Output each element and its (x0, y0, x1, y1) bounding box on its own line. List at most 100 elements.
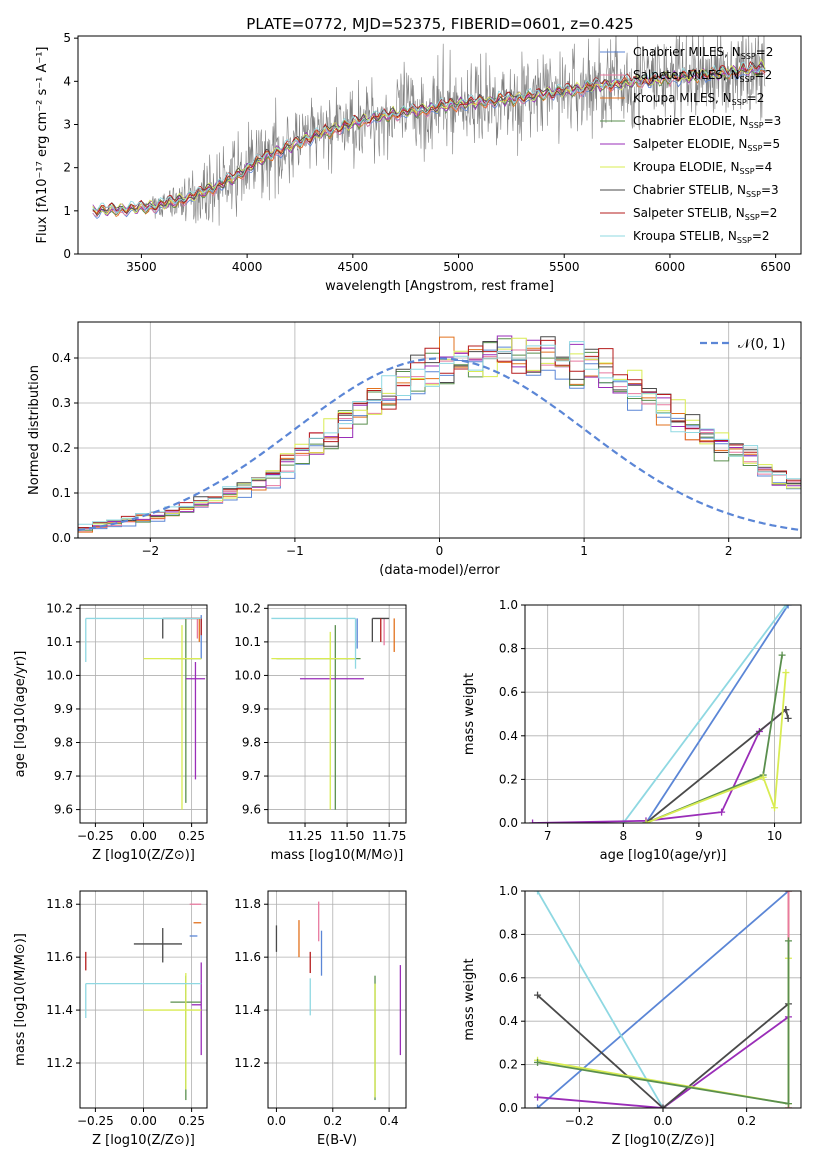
y-tick-label: 0.6 (499, 971, 518, 985)
y-axis-label: mass [log10(M/M⊙)] (13, 933, 28, 1066)
x-tick-label: 9 (695, 829, 703, 843)
x-tick-label: 0.0 (653, 1114, 672, 1128)
y-tick-label: 11.4 (234, 1003, 261, 1017)
model-line-salpeter-stelib (92, 60, 766, 215)
x-tick-label: 0.0 (267, 1114, 286, 1128)
legend-value: =4 (755, 160, 773, 174)
x-axis-label: Z [log10(Z/Z⊙)] (92, 848, 195, 863)
y-tick-label: 9.7 (54, 769, 73, 783)
x-tick-label: 11.50 (330, 829, 364, 843)
y-tick-label: 11.6 (234, 950, 261, 964)
model-line-kroupa-elodie (92, 58, 766, 215)
y-axis-label: mass weight (462, 958, 477, 1040)
weight-marker (784, 1100, 792, 1108)
weight-line-kroupa-stelib (536, 891, 664, 1108)
y-tick-label: 0.2 (499, 1058, 518, 1072)
x-axis-label: age [log10(age/yr)] (600, 848, 727, 863)
x-tick-label: 7 (544, 829, 552, 843)
weight-line-chabrier-miles (645, 605, 789, 823)
y-tick-label: 0.4 (499, 729, 518, 743)
weight-line-chabrier-stelib (645, 708, 789, 823)
weight-line-chabrier-stelib (536, 994, 790, 1108)
legend-subscript: SSP (749, 121, 764, 130)
weight-marker (642, 819, 650, 823)
plot-area (92, 36, 766, 226)
weight-marker (784, 714, 792, 722)
histogram-kroupa-elodie (78, 337, 801, 529)
model-line-kroupa-stelib (92, 61, 766, 214)
x-axis-label: wavelength [Angstrom, rest frame] (325, 279, 554, 294)
legend-value: =5 (762, 137, 780, 151)
y-tick-label: 9.9 (242, 702, 261, 716)
x-tick-label: −0.25 (77, 829, 114, 843)
legend-entry: Kroupa ELODIE, NSSP=4 (633, 160, 772, 176)
weight-line-chabrier-elodie (645, 654, 783, 823)
mass-vs-extinction-panel: 0.0 0.2 0.4 11.2 11.4 11.6 11.8 E(B-V) (234, 890, 407, 1148)
y-tick-label: 10.1 (46, 635, 73, 649)
x-tick-label: 10 (767, 829, 782, 843)
y-tick-label: 10.0 (46, 668, 73, 682)
y-tick-label: 0.2 (52, 441, 71, 455)
legend-entry: 𝒩(0, 1) (738, 337, 785, 352)
legend-value: =2 (756, 45, 774, 59)
weight-marker (784, 605, 792, 609)
plot-area (271, 617, 395, 810)
age-vs-mass-panel: 11.25 11.50 11.75 9.6 9.7 9.8 9.9 10.0 10.1 10.2 m… (234, 601, 407, 863)
mass-vs-metallicity-panel: −0.25 0.00 0.25 11.2 11.4 11.6 11.8 Z [log10(Z/… (13, 890, 208, 1148)
y-tick-label: 10.1 (234, 635, 261, 649)
y-tick-label: 11.4 (46, 1003, 73, 1017)
y-axis-label: age [log10(age/yr)] (13, 651, 28, 778)
plot-area (529, 605, 792, 823)
y-tick-label: 11.2 (234, 1056, 261, 1070)
legend-value: =2 (755, 68, 773, 82)
axes-frame (77, 35, 802, 255)
weight-marker (534, 1058, 542, 1066)
y-tick-label: 0.0 (499, 816, 518, 830)
normal-distribution-curve (78, 357, 799, 532)
weight-marker (782, 605, 790, 609)
legend-entry: Salpeter ELODIE, NSSP=5 (633, 137, 780, 153)
y-tick-label: 0.4 (52, 351, 71, 365)
histogram-salpeter-elodie (78, 335, 801, 530)
figure-title: PLATE=0772, MJD=52375, FIBERID=0601, z=0… (246, 15, 633, 33)
mass-weight-vs-age-panel: 7 8 9 10 0.0 0.2 0.4 0.6 0.8 1.0 age [log10(age/yr… (462, 598, 802, 863)
legend-value: =2 (760, 206, 778, 220)
y-tick-label: 11.6 (46, 950, 73, 964)
x-tick-label: −1 (286, 544, 304, 558)
weight-marker (782, 669, 790, 677)
x-tick-label: 11.25 (288, 829, 322, 843)
legend-entry: Salpeter MILES, NSSP=2 (633, 68, 772, 84)
spectrum-panel: 3500 4000 4500 5000 5500 6000 6500 0 1 2 3 4 5 wavele… (35, 31, 802, 294)
legend-entry: Kroupa STELIB, NSSP=2 (633, 229, 770, 245)
y-tick-label: 1.0 (499, 884, 518, 898)
legend-value: =2 (752, 229, 770, 243)
plot-area (534, 891, 792, 1108)
y-tick-label: 11.8 (46, 897, 73, 911)
weight-marker (529, 819, 537, 823)
weight-line-chabrier-miles (536, 891, 790, 1108)
histogram-salpeter-stelib (78, 339, 801, 529)
y-tick-label: 10.2 (234, 601, 261, 615)
model-line-salpeter-miles (92, 66, 766, 218)
axes-frame (267, 604, 407, 824)
y-tick-label: 0.2 (499, 772, 518, 786)
x-tick-label: 0.2 (323, 1114, 342, 1128)
x-tick-label: 3500 (126, 260, 157, 274)
legend-subscript: SSP (732, 98, 747, 107)
y-tick-label: 0 (63, 247, 71, 261)
residual-histogram-panel: −2 −1 0 1 2 0.0 0.1 0.2 0.3 0.4 (data-model)/error… (27, 321, 802, 578)
y-tick-label: 11.2 (46, 1056, 73, 1070)
y-tick-label: 4 (63, 74, 71, 88)
legend-value: =3 (761, 183, 779, 197)
weight-marker (771, 804, 779, 812)
x-tick-label: 8 (619, 829, 627, 843)
x-axis-label: E(B-V) (317, 1133, 357, 1148)
weight-marker (534, 991, 542, 999)
age-vs-metallicity-panel: −0.25 0.00 0.25 9.6 9.7 9.8 9.9 10.0 10.1 10.2 Z [… (13, 601, 208, 863)
y-tick-label: 11.8 (234, 897, 261, 911)
x-tick-label: −0.2 (565, 1114, 594, 1128)
weight-marker (534, 1104, 542, 1108)
plot-area (85, 615, 206, 810)
y-tick-label: 0.3 (52, 396, 71, 410)
